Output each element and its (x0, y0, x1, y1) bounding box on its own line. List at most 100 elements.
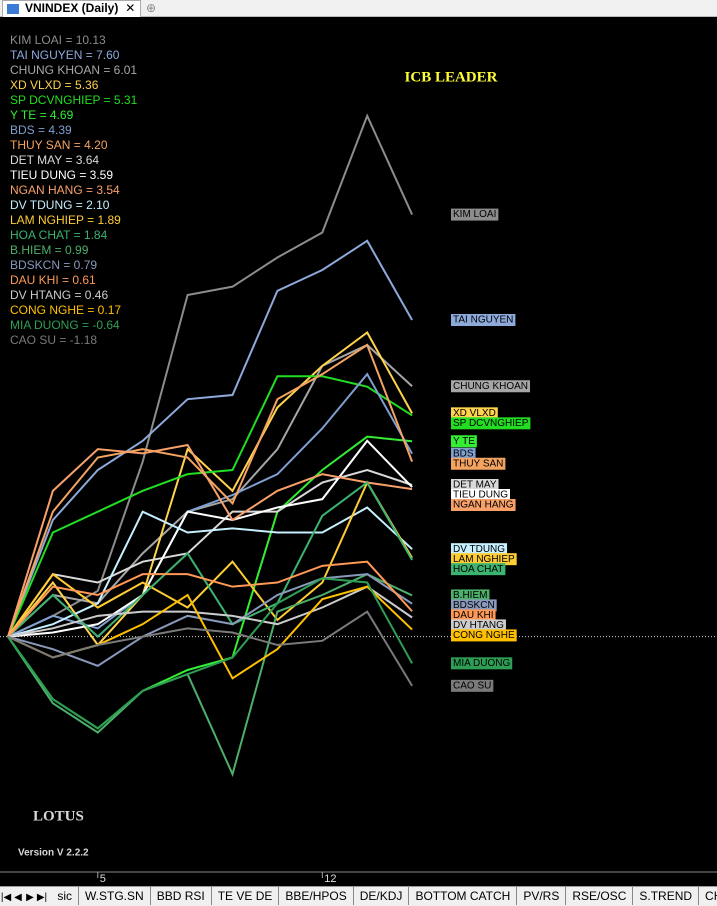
legend-entry: DAU KHI = 0.61 (10, 273, 96, 287)
sheet-tab[interactable]: RSE/OSC (566, 887, 634, 905)
legend-entry: BDS = 4.39 (10, 123, 72, 137)
window-title: VNINDEX (Daily) (25, 1, 119, 15)
nav-next[interactable]: ▶ (26, 892, 34, 903)
sheet-tab[interactable]: CHIP DI (699, 887, 717, 905)
chart: ICB LEADER LOTUS Version V 2.2.2 5 12 KIM … (0, 17, 717, 886)
end-label-box (451, 619, 506, 632)
legend-entry: DV TDUNG = 2.10 (10, 198, 110, 212)
legend-entry: THUY SAN = 4.20 (10, 138, 108, 152)
end-label: NGAN HANG (451, 499, 516, 511)
end-label-box (451, 629, 517, 642)
legend-entry: HOA CHAT = 1.84 (10, 228, 108, 242)
sheet-tab[interactable]: TE VE DE (212, 887, 280, 905)
end-label: CHUNG KHOAN (451, 380, 531, 393)
end-label-box (451, 499, 516, 511)
legend-entry: BDSKCN = 0.79 (10, 258, 97, 272)
end-label-text: SP DCVNGHIEP (453, 418, 529, 429)
watermark: LOTUS (33, 808, 84, 824)
end-label: CAO SU (451, 679, 494, 692)
series-line (7, 573, 413, 667)
legend-entry: TAI NGUYEN = 7.60 (10, 48, 120, 62)
end-label-text: TAI NGUYEN (453, 315, 513, 326)
sheet-tab[interactable]: BBD RSI (151, 887, 212, 905)
end-label-box (451, 657, 513, 670)
end-label-text: HOA CHAT (453, 564, 503, 575)
series-line (7, 343, 413, 638)
end-label-text: NGAN HANG (453, 500, 514, 511)
legend-entry: SP DCVNGHIEP = 5.31 (10, 93, 138, 107)
series-line (7, 585, 413, 638)
series-line (7, 443, 413, 637)
end-label: CONG NGHE (451, 629, 517, 642)
legend-entry: XD VLXD = 5.36 (10, 78, 99, 92)
end-label-box (451, 609, 496, 622)
legend-entry: CHUNG KHOAN = 6.01 (10, 63, 137, 77)
end-label-box (451, 380, 531, 393)
end-label-text: DV TDUNG (453, 544, 505, 555)
end-label-box (451, 447, 476, 460)
legend-entry: CAO SU = -1.18 (10, 333, 97, 347)
end-label: XD VLXD (451, 407, 498, 420)
end-label-text: XD VLXD (453, 408, 496, 419)
window-bar: VNINDEX (Daily) ✕ ⊕ (0, 0, 717, 17)
end-label: TAI NGUYEN (451, 314, 516, 326)
series-line (7, 481, 413, 639)
sheet-tab[interactable]: BOTTOM CATCH (409, 887, 518, 905)
end-label-box (451, 457, 506, 470)
sheet-tab[interactable]: W.STG.SN (79, 887, 151, 905)
legend-entry: DV HTANG = 0.46 (10, 288, 108, 302)
window-tab[interactable]: VNINDEX (Daily) ✕ (2, 0, 142, 17)
nav-last[interactable]: ▶| (36, 892, 48, 903)
series-line (7, 239, 413, 638)
end-label-text: CHUNG KHOAN (453, 381, 528, 392)
series-line (7, 506, 413, 638)
end-label-box (451, 553, 517, 566)
end-label-text: LAM NGHIEP (453, 554, 515, 565)
chart-title: ICB LEADER (405, 69, 498, 85)
end-label-box (451, 208, 499, 221)
end-label-text: DV HTANG (453, 620, 504, 631)
end-label-text: BDS (453, 448, 474, 459)
close-button[interactable]: ✕ (125, 1, 136, 15)
sheet-tab[interactable]: BBE/HPOS (279, 887, 354, 905)
end-label-text: TIEU DUNG (453, 490, 508, 501)
end-label-text: DAU KHI (453, 610, 494, 621)
series-line (7, 610, 413, 687)
end-label-box (451, 543, 508, 556)
legend-entry: LAM NGHIEP = 1.89 (10, 213, 121, 227)
end-label-text: B.HIEM (453, 590, 487, 601)
end-label: SP DCVNGHIEP (451, 417, 531, 430)
legend-entry: B.HIEM = 0.99 (10, 243, 89, 257)
sheet-tab[interactable]: DE/KDJ (354, 887, 410, 905)
end-label-box (451, 435, 477, 448)
sheet-tab[interactable]: PV/RS (517, 887, 567, 905)
series-line (7, 375, 413, 638)
end-label-box (451, 417, 531, 430)
series-line (7, 343, 414, 638)
nav-first[interactable]: |◀ (0, 892, 12, 903)
sheet-tab[interactable]: sic (51, 887, 80, 905)
end-label: MIA DUONG (451, 657, 513, 670)
end-label: BDSKCN (451, 599, 497, 612)
sheet-tab[interactable]: S.TREND (633, 887, 700, 905)
series-line (7, 113, 414, 638)
end-label-box (451, 489, 510, 501)
end-label-box (451, 679, 494, 692)
legend-entry: TIEU DUNG = 3.59 (10, 168, 113, 182)
end-label-text: MIA DUONG (453, 658, 510, 669)
end-label: Y TE (451, 435, 477, 448)
end-label-box (451, 479, 499, 491)
end-label: DV TDUNG (451, 543, 508, 556)
end-label-text: DET MAY (453, 480, 497, 491)
nav-prev[interactable]: ◀ (14, 892, 22, 903)
legend-entry: NGAN HANG = 3.54 (10, 183, 120, 197)
end-label-box (451, 589, 490, 602)
new-tab-button[interactable]: ⊕ (146, 1, 157, 15)
end-label: LAM NGHIEP (451, 553, 517, 566)
legend-entry: CONG NGHE = 0.17 (10, 303, 121, 317)
legend-entry: Y TE = 4.69 (10, 108, 74, 122)
end-label: THUY SAN (451, 457, 506, 470)
series-line (7, 577, 413, 730)
end-label: HOA CHAT (451, 563, 506, 576)
